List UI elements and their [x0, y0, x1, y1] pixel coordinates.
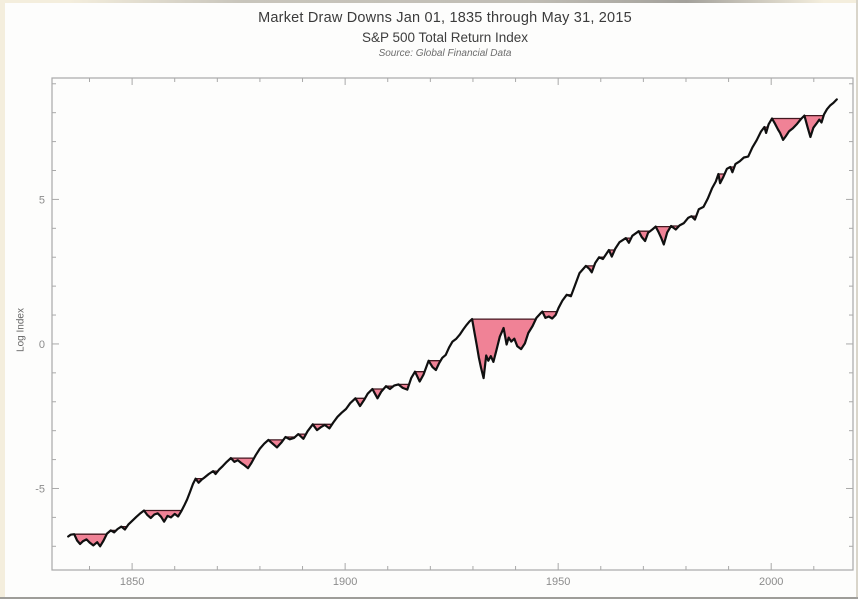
window-bottom-edge — [0, 597, 858, 599]
y-axis-label: Log Index — [15, 308, 27, 352]
window-right-edge — [856, 0, 858, 599]
x-tick-label: 1850 — [120, 576, 144, 588]
price-line — [67, 98, 838, 548]
chart-panel — [5, 3, 856, 597]
chart-subtitle: S&P 500 Total Return Index — [361, 30, 529, 45]
plot-frame — [51, 77, 854, 571]
y-tick-label: 5 — [39, 194, 45, 206]
x-tick-label: 1900 — [333, 576, 357, 588]
x-tick-label: 1950 — [546, 576, 570, 588]
title-block: Market Draw Downs Jan 01, 1835 through M… — [30, 10, 858, 59]
x-tick-label: 2000 — [759, 576, 783, 588]
y-tick-label: 0 — [39, 339, 45, 351]
chart-source-note: Source: Global Financial Data — [378, 48, 512, 59]
y-tick-label: -5 — [35, 483, 45, 495]
chart-title: Market Draw Downs Jan 01, 1835 through M… — [258, 10, 632, 26]
window-top-edge — [0, 0, 858, 3]
